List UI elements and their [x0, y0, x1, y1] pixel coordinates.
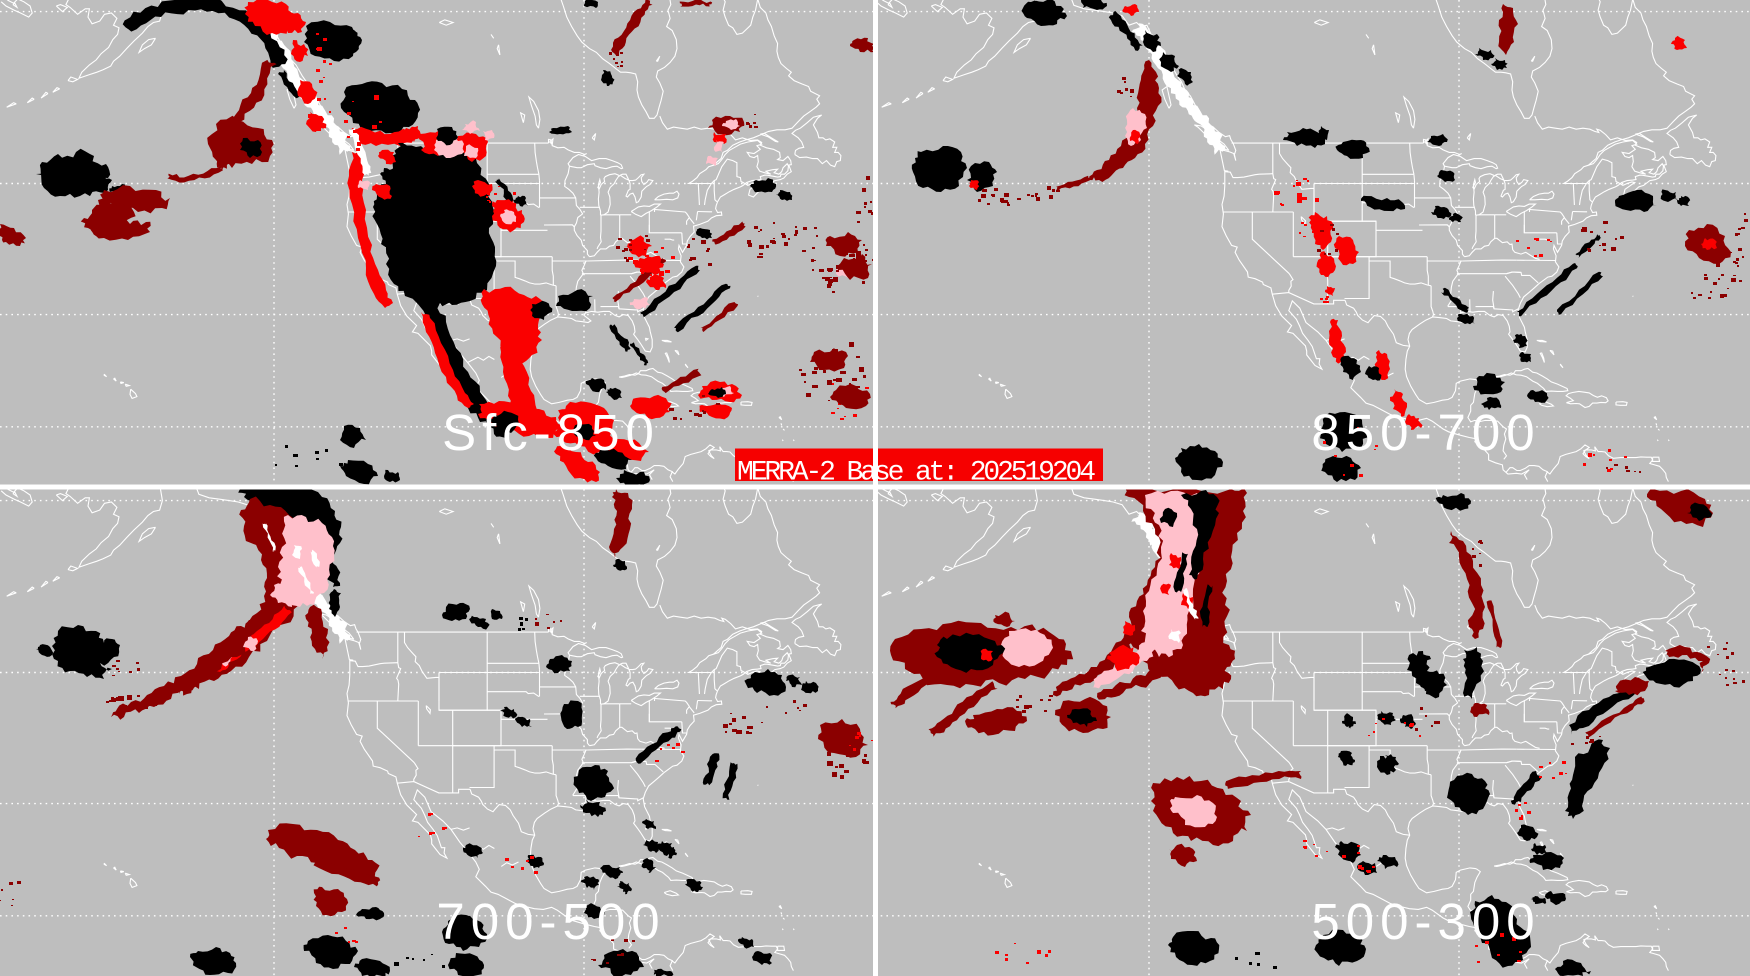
svg-text:850-700: 850-700: [1311, 404, 1540, 461]
svg-text:700-500: 700-500: [436, 893, 665, 950]
svg-text:500-300: 500-300: [1311, 893, 1540, 950]
svg-text:MERRA-2 Base at: 202519204: MERRA-2 Base at: 202519204: [737, 458, 1096, 489]
svg-text:Sfc-850: Sfc-850: [442, 404, 660, 461]
